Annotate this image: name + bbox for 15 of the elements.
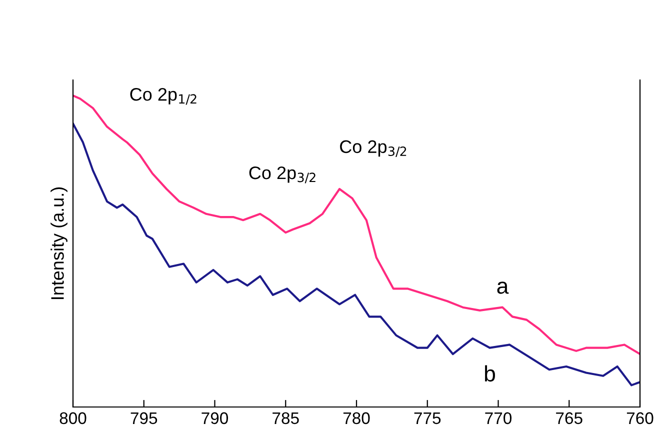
x-tick-label: 770 bbox=[485, 412, 512, 424]
x-tick-label: 785 bbox=[272, 412, 299, 424]
x-tick-label: 765 bbox=[556, 412, 582, 424]
x-tick-label: 790 bbox=[202, 412, 228, 424]
annotation: Co 2p$_{3/2}$ bbox=[340, 140, 406, 158]
y-axis-title: Intensity (a.u.) bbox=[50, 187, 68, 300]
series-label: b bbox=[485, 365, 495, 382]
annotation: Co 2p$_{1/2}$ bbox=[130, 88, 196, 105]
x-tick-label: 800 bbox=[60, 412, 86, 424]
x-tick-label: 780 bbox=[343, 412, 370, 424]
annotation: Co 2p$_{3/2}$ bbox=[249, 166, 316, 184]
series-label: a bbox=[497, 282, 509, 294]
x-tick-label: 760 bbox=[626, 412, 654, 424]
x-tick-label: 775 bbox=[414, 412, 441, 424]
x-tick-label: 795 bbox=[130, 412, 158, 424]
